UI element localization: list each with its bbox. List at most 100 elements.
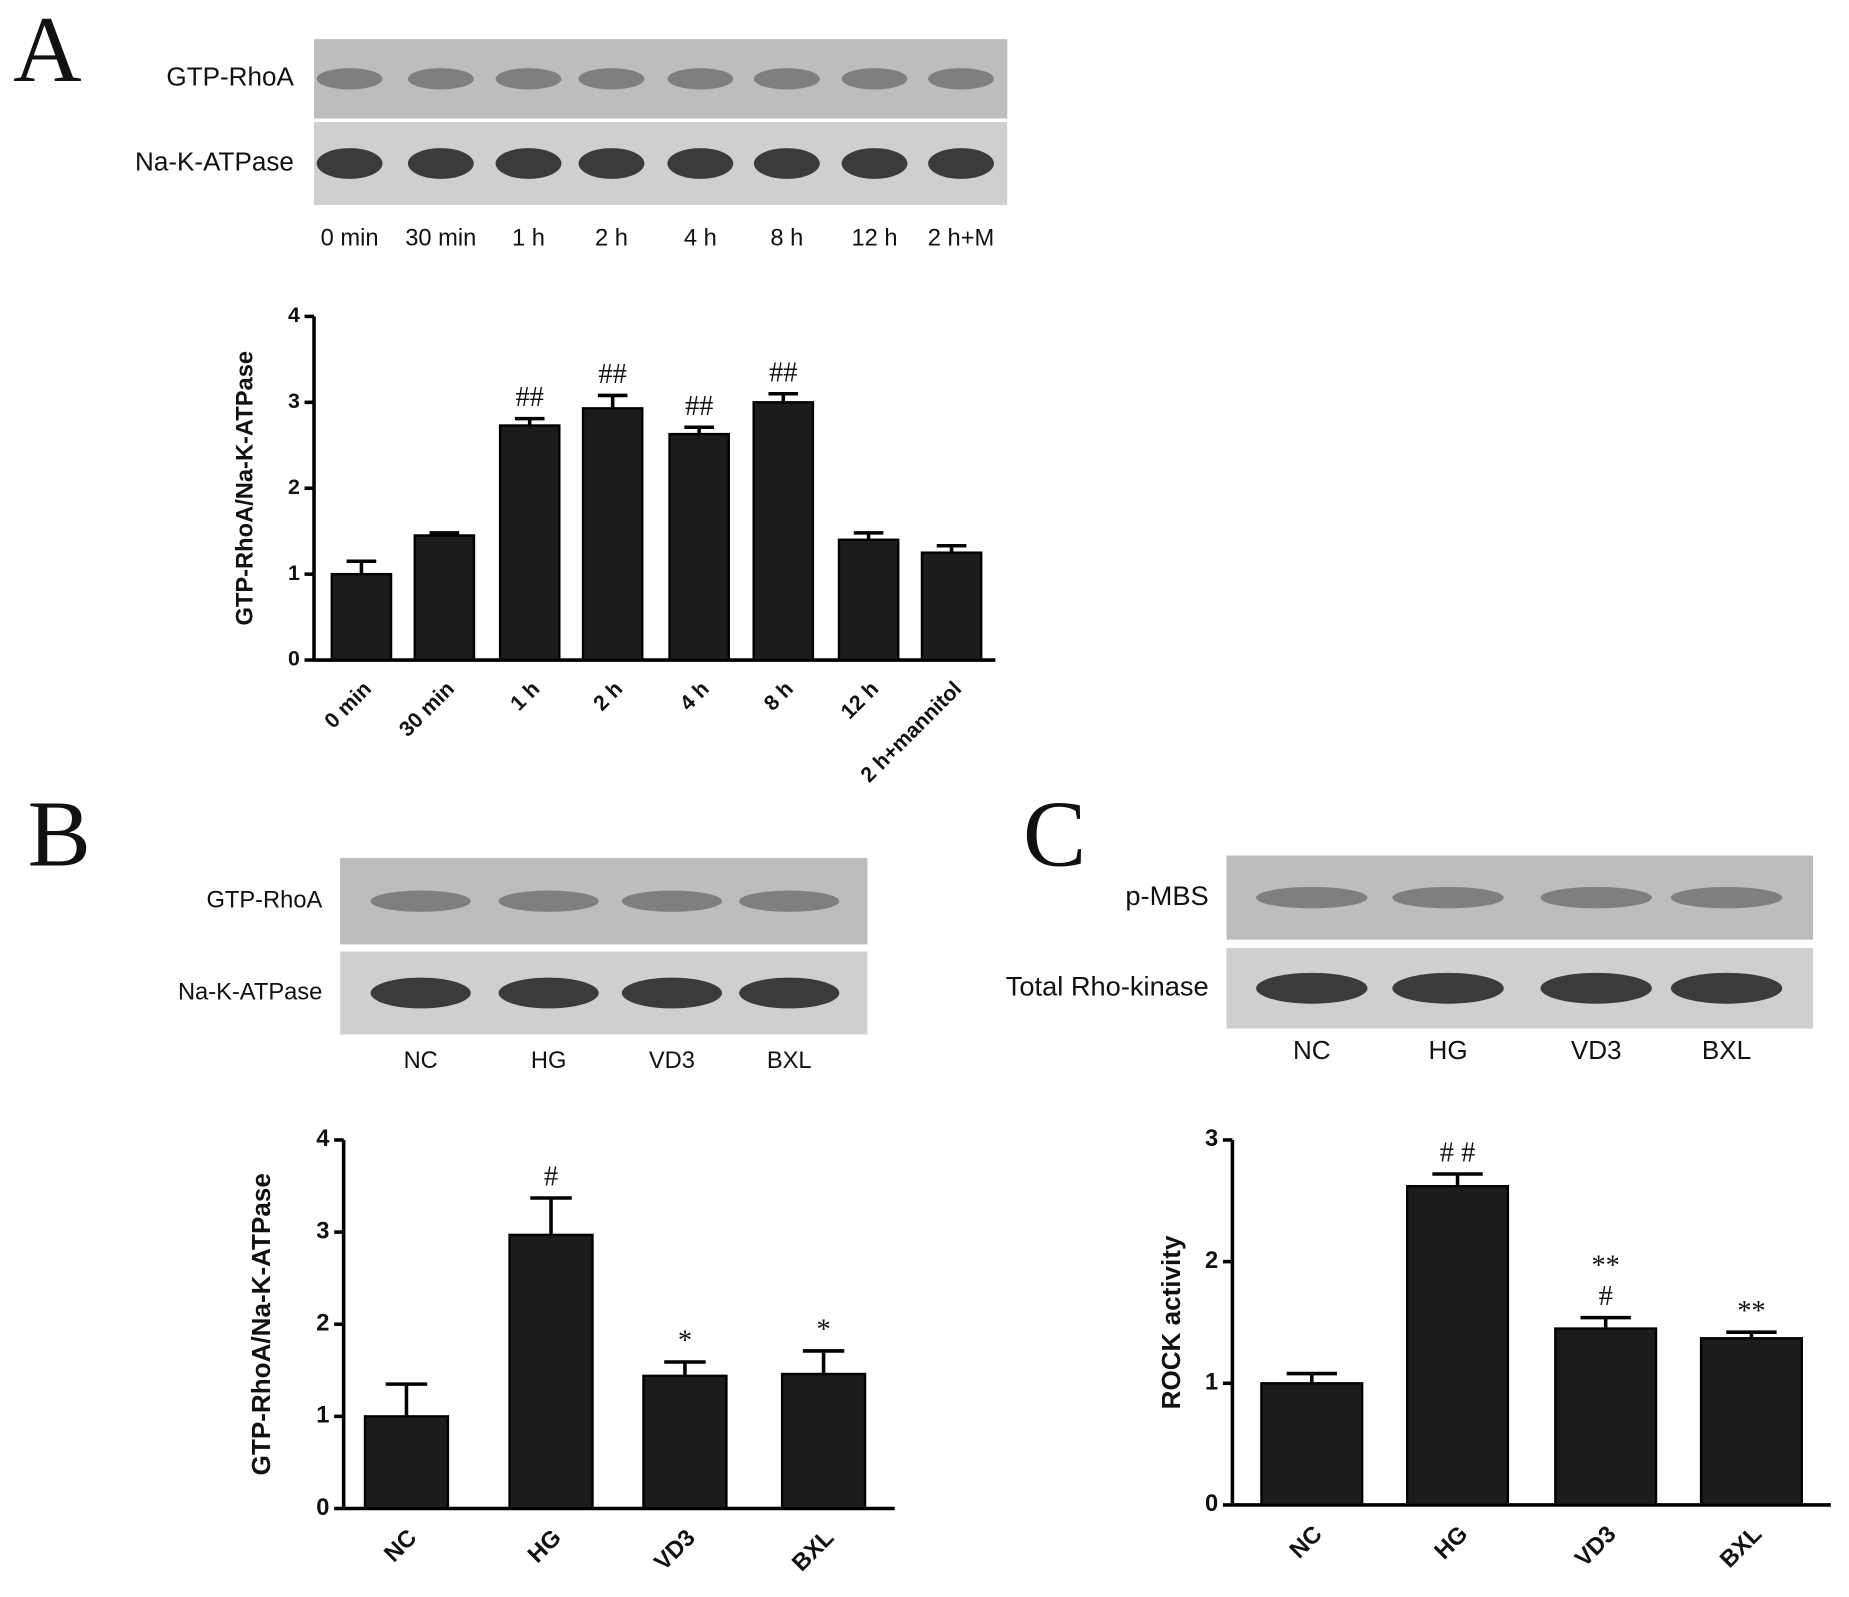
blot-band	[739, 977, 840, 1009]
blot-band	[621, 977, 722, 1009]
x-tick-label: NC	[1285, 1521, 1328, 1564]
blot-band	[667, 68, 734, 90]
annotation: *	[678, 1326, 692, 1357]
blot-band	[370, 977, 471, 1009]
blot-band	[578, 68, 645, 90]
figure-content: A GTP-RhoA Na-K-ATPase 0 min 30 min 1 h 2 h 4 h…	[13, 0, 1831, 1577]
blot-band	[1670, 972, 1783, 1004]
blot-band	[370, 890, 471, 912]
y-tick-label: 3	[1205, 1126, 1218, 1152]
blot-band	[1670, 886, 1783, 909]
y-tick-label: 1	[1205, 1370, 1218, 1396]
blot-band	[667, 148, 734, 179]
blot-band	[928, 148, 994, 179]
panel-letter: C	[1023, 781, 1086, 886]
blot-band	[578, 148, 645, 179]
x-tick-label: BXL	[787, 1525, 839, 1577]
bar	[508, 1233, 594, 1510]
lane-label: NC	[404, 1048, 438, 1074]
panel-letter: A	[13, 0, 81, 102]
lane-label: HG	[1429, 1035, 1468, 1065]
lane-label: 1 h	[512, 226, 545, 252]
x-tick-label: BXL	[1715, 1521, 1767, 1573]
x-tick-label: 8 h	[759, 677, 798, 716]
x-tick-label: HG	[1430, 1521, 1474, 1565]
lane-label: NC	[1293, 1035, 1331, 1065]
bar	[330, 572, 393, 662]
lane-label: 0 min	[321, 226, 379, 252]
panel-letter: B	[28, 781, 91, 886]
bar	[1699, 1337, 1803, 1507]
blot-band	[316, 68, 383, 90]
blot-row-label: GTP-RhoA	[166, 62, 294, 92]
blot-row-label: Total Rho-kinase	[1006, 970, 1209, 1001]
y-axis-label: GTP-RhoA/Na-K-ATPase	[246, 1173, 276, 1475]
blot-row-label: p-MBS	[1125, 880, 1208, 911]
blot-band	[739, 890, 840, 912]
lane-label: 2 h+M	[928, 226, 995, 252]
x-tick-label: 2 h	[589, 677, 628, 716]
x-tick-label: VD3	[1570, 1521, 1621, 1572]
blot-band	[1540, 886, 1652, 909]
annotation: #	[544, 1162, 558, 1193]
y-tick-label: 2	[316, 1311, 329, 1337]
lane-label: 30 min	[405, 226, 476, 252]
annotation: **	[1737, 1296, 1765, 1327]
lane-label: BXL	[1702, 1035, 1751, 1065]
bar	[837, 538, 900, 662]
y-tick-label: 3	[316, 1218, 329, 1244]
bar	[498, 424, 561, 662]
y-tick-label: 4	[288, 303, 300, 327]
annotation: ##	[769, 357, 797, 388]
lane-label: VD3	[1571, 1035, 1622, 1065]
bar	[1260, 1382, 1364, 1507]
y-tick-label: 1	[316, 1403, 329, 1429]
annotation: #	[1599, 1281, 1613, 1312]
y-tick-label: 1	[288, 561, 300, 585]
y-tick-label: 0	[316, 1495, 329, 1521]
bar	[642, 1374, 728, 1510]
blot-band	[1392, 972, 1504, 1004]
y-axis-label: GTP-RhoA/Na-K-ATPase	[233, 351, 259, 626]
bar	[363, 1415, 450, 1510]
annotation: ##	[515, 382, 543, 413]
blot-band	[1256, 886, 1368, 909]
bar	[920, 551, 983, 662]
bar	[581, 407, 644, 662]
y-tick-label: 2	[288, 475, 300, 499]
blot-band	[495, 148, 562, 179]
blot-band	[841, 68, 908, 90]
blot-band	[1256, 972, 1368, 1004]
lane-label: 2 h	[595, 226, 628, 252]
annotation: *	[816, 1315, 830, 1346]
blot-band	[621, 890, 722, 912]
bar	[668, 432, 730, 662]
y-tick-label: 3	[288, 389, 300, 413]
y-tick-label: 0	[288, 647, 300, 671]
y-tick-label: 0	[1205, 1491, 1218, 1517]
blot-band	[753, 68, 820, 90]
bar	[752, 401, 815, 662]
blot-band	[1540, 972, 1652, 1004]
x-tick-label: 4 h	[675, 677, 714, 716]
x-tick-label: VD3	[650, 1525, 701, 1576]
bar	[1406, 1185, 1510, 1507]
lane-label: BXL	[767, 1048, 812, 1074]
bar	[1554, 1327, 1658, 1507]
blot-row-label: Na-K-ATPase	[178, 979, 322, 1005]
annotation: # #	[1440, 1138, 1476, 1169]
bar	[413, 534, 476, 662]
lane-label: 4 h	[684, 226, 717, 252]
blot-band	[407, 148, 474, 179]
lane-label: HG	[531, 1048, 567, 1074]
x-tick-label: NC	[380, 1525, 423, 1568]
blot-band	[407, 68, 474, 90]
blot-band	[316, 148, 383, 179]
lane-label: 8 h	[770, 226, 803, 252]
bar	[780, 1372, 867, 1510]
x-tick-label: 1 h	[506, 677, 545, 716]
y-tick-label: 4	[316, 1126, 330, 1152]
x-tick-label: 30 min	[394, 677, 459, 742]
